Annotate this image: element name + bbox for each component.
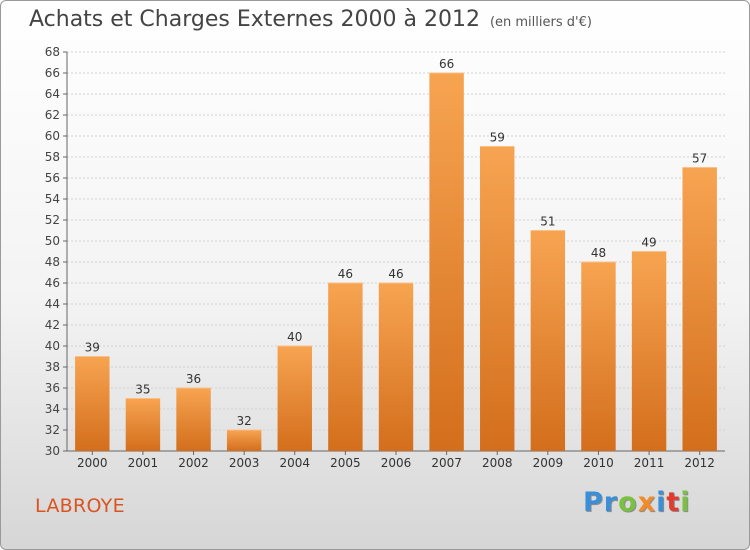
x-tick-label: 2000 — [77, 456, 108, 470]
bar — [429, 73, 464, 451]
data-label: 35 — [135, 383, 150, 397]
y-tick-label: 44 — [45, 297, 60, 311]
data-label: 39 — [85, 341, 100, 355]
x-tick-label: 2012 — [684, 456, 715, 470]
x-tick-label: 2003 — [229, 456, 260, 470]
x-tick-label: 2007 — [431, 456, 462, 470]
y-tick-label: 62 — [45, 108, 60, 122]
y-tick-label: 42 — [45, 318, 60, 332]
y-tick-label: 68 — [45, 45, 60, 59]
y-tick-label: 52 — [45, 213, 60, 227]
commune-name: LABROYE — [35, 495, 125, 517]
y-tick-label: 46 — [45, 276, 60, 290]
y-tick-label: 32 — [45, 423, 60, 437]
data-label: 51 — [540, 215, 555, 229]
y-tick-label: 54 — [45, 192, 60, 206]
data-label: 59 — [490, 131, 505, 145]
x-tick-label: 2005 — [330, 456, 361, 470]
unit-label: (en milliers d'€) — [489, 15, 592, 30]
bar — [480, 146, 515, 451]
data-label: 49 — [641, 236, 656, 250]
logo-letter: P — [583, 487, 604, 518]
data-label: 40 — [287, 330, 302, 344]
x-tick-label: 2004 — [279, 456, 310, 470]
data-label: 48 — [591, 246, 606, 260]
logo-letter: i — [656, 487, 667, 518]
x-tick-label: 2001 — [128, 456, 159, 470]
y-tick-label: 40 — [45, 339, 60, 353]
x-tick-label: 2006 — [381, 456, 412, 470]
data-label: 46 — [338, 267, 353, 281]
y-tick-label: 66 — [45, 66, 60, 80]
x-tick-label: 2010 — [583, 456, 614, 470]
bar — [75, 356, 110, 451]
bar — [277, 346, 312, 451]
logo-letter: i — [680, 487, 691, 518]
y-tick-label: 38 — [45, 360, 60, 374]
x-tick-label: 2011 — [634, 456, 665, 470]
logo-letter: o — [618, 487, 638, 518]
chart-title: Achats et Charges Externes 2000 à 2012 (e… — [29, 7, 592, 32]
y-tick-label: 64 — [45, 87, 60, 101]
x-tick-label: 2008 — [482, 456, 513, 470]
data-label: 32 — [237, 414, 252, 428]
data-label: 46 — [388, 267, 403, 281]
logo-letter: r — [603, 487, 619, 518]
bar — [631, 251, 667, 451]
logo-letter: t — [666, 487, 681, 518]
bar — [226, 430, 262, 451]
bar — [682, 167, 717, 451]
y-tick-label: 60 — [45, 129, 60, 143]
bar — [125, 398, 161, 451]
data-label: 66 — [439, 57, 454, 71]
bar — [176, 388, 211, 451]
y-tick-label: 48 — [45, 255, 60, 269]
logo-letter: x — [637, 487, 657, 518]
x-tick-label: 2009 — [533, 456, 564, 470]
y-tick-label: 34 — [45, 402, 60, 416]
data-label: 57 — [692, 152, 707, 166]
bar — [530, 230, 566, 451]
bar — [581, 262, 616, 451]
y-tick-label: 36 — [45, 381, 60, 395]
y-tick-label: 50 — [45, 234, 60, 248]
y-tick-label: 58 — [45, 150, 60, 164]
bar — [378, 283, 414, 451]
x-tick-label: 2002 — [178, 456, 209, 470]
title-text: Achats et Charges Externes 2000 à 2012 — [29, 7, 480, 32]
y-tick-label: 30 — [45, 444, 60, 458]
y-tick-label: 56 — [45, 171, 60, 185]
bar — [328, 283, 363, 451]
data-label: 36 — [186, 372, 201, 386]
proxiti-logo: Proxiti — [583, 487, 691, 518]
